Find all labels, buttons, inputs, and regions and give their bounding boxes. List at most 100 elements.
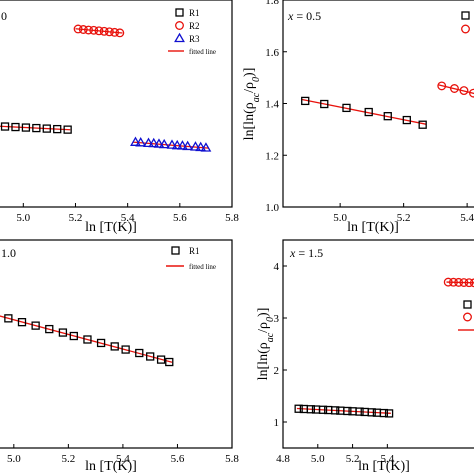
x-tick-label: 5.8 bbox=[225, 212, 239, 224]
data-point-r1 bbox=[364, 107, 373, 117]
fit-line-r1 bbox=[0, 125, 71, 131]
x-tick-label: 5.4 bbox=[460, 212, 474, 224]
data-point-r3 bbox=[177, 140, 188, 150]
markers bbox=[301, 81, 474, 129]
panel-bl: 1.0 5.0 5.2 5.4 5.6 5.8 ln [T(K)] R1 fitted … bbox=[0, 239, 239, 474]
panel-tr: 1.0 1.2 1.4 1.6 1.8 5.0 5.2 5.4 x = 0.5 ln [T(… bbox=[242, 0, 474, 235]
data-point-r1 bbox=[110, 342, 119, 351]
fit-line-r2 bbox=[75, 28, 123, 34]
panel-annotation: x = 0.5 bbox=[287, 9, 321, 23]
data-point-r3 bbox=[158, 138, 170, 149]
data-point-r1 bbox=[165, 357, 174, 367]
data-point-r3 bbox=[195, 141, 207, 152]
data-point-r3 bbox=[148, 137, 160, 148]
data-point-r2 bbox=[73, 24, 83, 34]
data-point-r2 bbox=[459, 278, 469, 287]
y-tick-label: 1.6 bbox=[265, 47, 279, 59]
legend-label-r1: R1 bbox=[189, 8, 200, 18]
data-point-r2 bbox=[443, 277, 453, 287]
data-point-r1 bbox=[306, 405, 315, 414]
x-tick-label: 5.6 bbox=[171, 453, 185, 465]
markers bbox=[294, 277, 474, 418]
data-point-r1 bbox=[402, 115, 411, 125]
y-axis-label: ln[ln(ρac/ρ0)] bbox=[256, 308, 276, 381]
data-point-r1 bbox=[31, 321, 40, 330]
data-point-r1 bbox=[294, 404, 303, 413]
data-point-r1 bbox=[383, 112, 392, 121]
data-point-r3 bbox=[190, 141, 201, 151]
plot-frame bbox=[0, 239, 233, 449]
x-tick-label: 5.0 bbox=[7, 453, 21, 465]
x-tick-label: 5.0 bbox=[16, 212, 30, 224]
panel-label: 1.0 bbox=[1, 246, 16, 260]
legend-marker-r1 bbox=[171, 246, 180, 255]
legend-marker-r1 bbox=[461, 11, 470, 20]
data-point-r2 bbox=[115, 28, 125, 38]
data-point-r2 bbox=[110, 27, 120, 37]
x-axis-label: ln [T(K)] bbox=[347, 220, 399, 235]
data-point-r1 bbox=[11, 122, 20, 132]
data-point-r1 bbox=[156, 355, 166, 364]
legend-label-r1: R1 bbox=[189, 246, 200, 256]
x-ticks: 4.8 5.0 5.2 5.4 bbox=[276, 444, 395, 465]
data-point-r2 bbox=[89, 25, 99, 35]
data-point-r1 bbox=[318, 405, 328, 414]
x-ticks: 5.0 5.2 5.4 5.6 5.8 bbox=[7, 444, 239, 465]
data-point-r3 bbox=[200, 142, 212, 152]
x-tick-label: 5.2 bbox=[61, 453, 75, 465]
data-point-r2 bbox=[464, 278, 474, 288]
plot-frame bbox=[0, 0, 233, 208]
data-point-r3 bbox=[130, 136, 141, 146]
data-point-r3 bbox=[135, 137, 147, 147]
data-point-r1 bbox=[42, 124, 51, 133]
data-point-r1 bbox=[343, 406, 352, 416]
data-point-r2 bbox=[78, 25, 88, 34]
x-tick-label: 5.8 bbox=[225, 453, 239, 465]
y-tick-label: 3 bbox=[274, 313, 280, 325]
x-tick-label: 5.0 bbox=[333, 212, 347, 224]
data-point-r2 bbox=[94, 26, 104, 36]
data-point-r2 bbox=[469, 278, 474, 288]
y-ticks: 1 2 3 4 bbox=[274, 261, 287, 429]
panel-annotation: x = 1.5 bbox=[289, 246, 323, 260]
x-tick-label: 5.4 bbox=[116, 453, 130, 465]
data-point-r1 bbox=[331, 406, 340, 415]
data-point-r2 bbox=[469, 88, 474, 98]
data-point-r2 bbox=[99, 26, 109, 36]
data-point-r1 bbox=[146, 352, 155, 361]
x-tick-label: 4.8 bbox=[276, 453, 290, 465]
data-point-r1 bbox=[53, 124, 62, 134]
x-tick-label: 5.6 bbox=[173, 212, 187, 224]
x-tick-label: 5.2 bbox=[397, 212, 411, 224]
data-point-r1 bbox=[96, 338, 106, 348]
data-point-r1 bbox=[83, 335, 92, 344]
data-point-r2 bbox=[84, 25, 93, 35]
data-point-r1 bbox=[418, 120, 427, 129]
y-tick-label: 4 bbox=[274, 261, 280, 273]
y-tick-label: 1.2 bbox=[265, 150, 279, 162]
fit-line-r1 bbox=[301, 98, 426, 125]
y-axis-label: ln[ln(ρac/ρ0)] bbox=[242, 68, 262, 141]
legend-marker-r2 bbox=[461, 24, 470, 34]
x-ticks: 5.0 5.2 5.4 bbox=[333, 203, 474, 224]
fit-line-r1 bbox=[0, 315, 173, 363]
data-point-r3 bbox=[153, 138, 165, 148]
data-point-r1 bbox=[4, 314, 13, 323]
panel-br: 1 2 3 4 4.8 5.0 5.2 5.4 x = 1.5 ln [T(K)] ln[l… bbox=[256, 239, 474, 474]
x-ticks: 5.0 5.2 5.4 5.6 5.8 bbox=[16, 203, 239, 224]
y-tick-label: 1.4 bbox=[265, 99, 279, 111]
legend-partial bbox=[458, 300, 474, 331]
legend-marker-r2 bbox=[463, 312, 472, 322]
data-point-r1 bbox=[320, 99, 329, 109]
legend-label-fit: fitted line bbox=[189, 48, 216, 56]
data-point-r3 bbox=[171, 139, 183, 150]
fit-lines bbox=[0, 315, 173, 363]
data-point-r1 bbox=[384, 409, 394, 418]
legend-label-r2: R2 bbox=[189, 21, 200, 31]
legend-marker-r1 bbox=[463, 300, 472, 309]
data-point-r1 bbox=[17, 318, 27, 327]
data-point-r1 bbox=[121, 345, 130, 354]
legend-marker-r3 bbox=[174, 32, 185, 43]
